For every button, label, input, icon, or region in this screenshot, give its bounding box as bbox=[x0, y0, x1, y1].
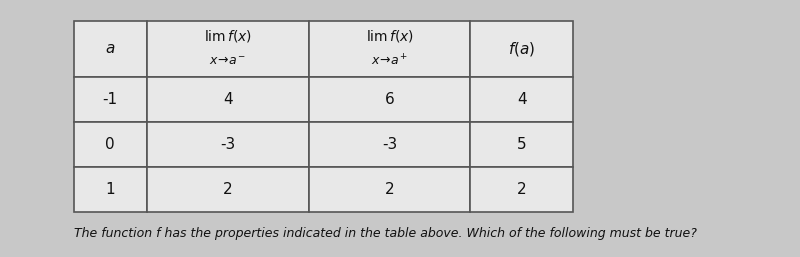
Bar bbox=[309, 77, 470, 122]
Bar bbox=[309, 21, 470, 77]
Bar bbox=[470, 167, 574, 212]
Bar bbox=[470, 122, 574, 167]
Bar bbox=[470, 77, 574, 122]
Text: 0: 0 bbox=[106, 137, 115, 152]
Bar bbox=[74, 167, 147, 212]
Bar bbox=[147, 21, 309, 77]
Text: $\lim\, f(x)$: $\lim\, f(x)$ bbox=[204, 28, 252, 44]
Text: -3: -3 bbox=[220, 137, 235, 152]
Text: 6: 6 bbox=[385, 92, 394, 107]
Bar bbox=[74, 122, 147, 167]
Text: $x\!\to\! a^-$: $x\!\to\! a^-$ bbox=[210, 55, 246, 68]
Bar bbox=[309, 122, 470, 167]
Bar bbox=[74, 77, 147, 122]
Text: -1: -1 bbox=[102, 92, 118, 107]
Text: $x\!\to\! a^+$: $x\!\to\! a^+$ bbox=[371, 54, 408, 69]
Bar bbox=[74, 21, 147, 77]
Text: 4: 4 bbox=[223, 92, 233, 107]
Text: 2: 2 bbox=[223, 182, 233, 197]
Bar bbox=[147, 77, 309, 122]
Text: The function f has the properties indicated in the table above. Which of the fol: The function f has the properties indica… bbox=[74, 227, 696, 241]
Text: 5: 5 bbox=[517, 137, 526, 152]
Text: 4: 4 bbox=[517, 92, 526, 107]
Text: $f(a)$: $f(a)$ bbox=[508, 40, 535, 58]
Bar bbox=[470, 21, 574, 77]
Text: 2: 2 bbox=[517, 182, 526, 197]
Text: $\lim\, f(x)$: $\lim\, f(x)$ bbox=[366, 28, 414, 44]
Bar bbox=[309, 167, 470, 212]
Text: $a$: $a$ bbox=[105, 41, 115, 56]
Bar bbox=[147, 122, 309, 167]
Text: 2: 2 bbox=[385, 182, 394, 197]
Bar bbox=[147, 167, 309, 212]
Text: -3: -3 bbox=[382, 137, 398, 152]
Text: 1: 1 bbox=[106, 182, 115, 197]
